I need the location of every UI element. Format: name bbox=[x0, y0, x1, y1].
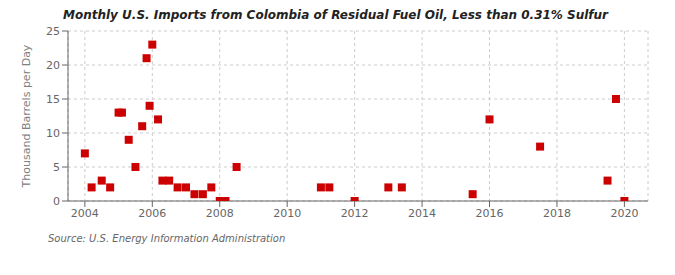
svg-text:2018: 2018 bbox=[543, 207, 571, 220]
svg-text:20: 20 bbox=[46, 59, 60, 72]
svg-text:2008: 2008 bbox=[206, 207, 234, 220]
svg-text:2020: 2020 bbox=[610, 207, 638, 220]
svg-text:2006: 2006 bbox=[138, 207, 166, 220]
html-text:Monthly U.S. Imports from Colo: Monthly U.S. Imports from Colombia of Re… bbox=[63, 8, 608, 22]
svg-text:2014: 2014 bbox=[408, 207, 436, 220]
svg-text:Thousand Barrels per Day: Thousand Barrels per Day bbox=[20, 44, 33, 188]
svg-text:10: 10 bbox=[46, 127, 60, 140]
svg-text:2012: 2012 bbox=[341, 207, 369, 220]
svg-text:25: 25 bbox=[46, 26, 60, 38]
svg-text:2010: 2010 bbox=[273, 207, 301, 220]
svg-text:15: 15 bbox=[46, 93, 60, 106]
svg-text:2004: 2004 bbox=[71, 207, 99, 220]
svg-text:5: 5 bbox=[53, 161, 60, 174]
svg-text:0: 0 bbox=[53, 195, 60, 208]
html-text:Source: U.S. Energy Informatio: Source: U.S. Energy Information Administ… bbox=[48, 233, 286, 244]
svg-text:2016: 2016 bbox=[476, 207, 504, 220]
